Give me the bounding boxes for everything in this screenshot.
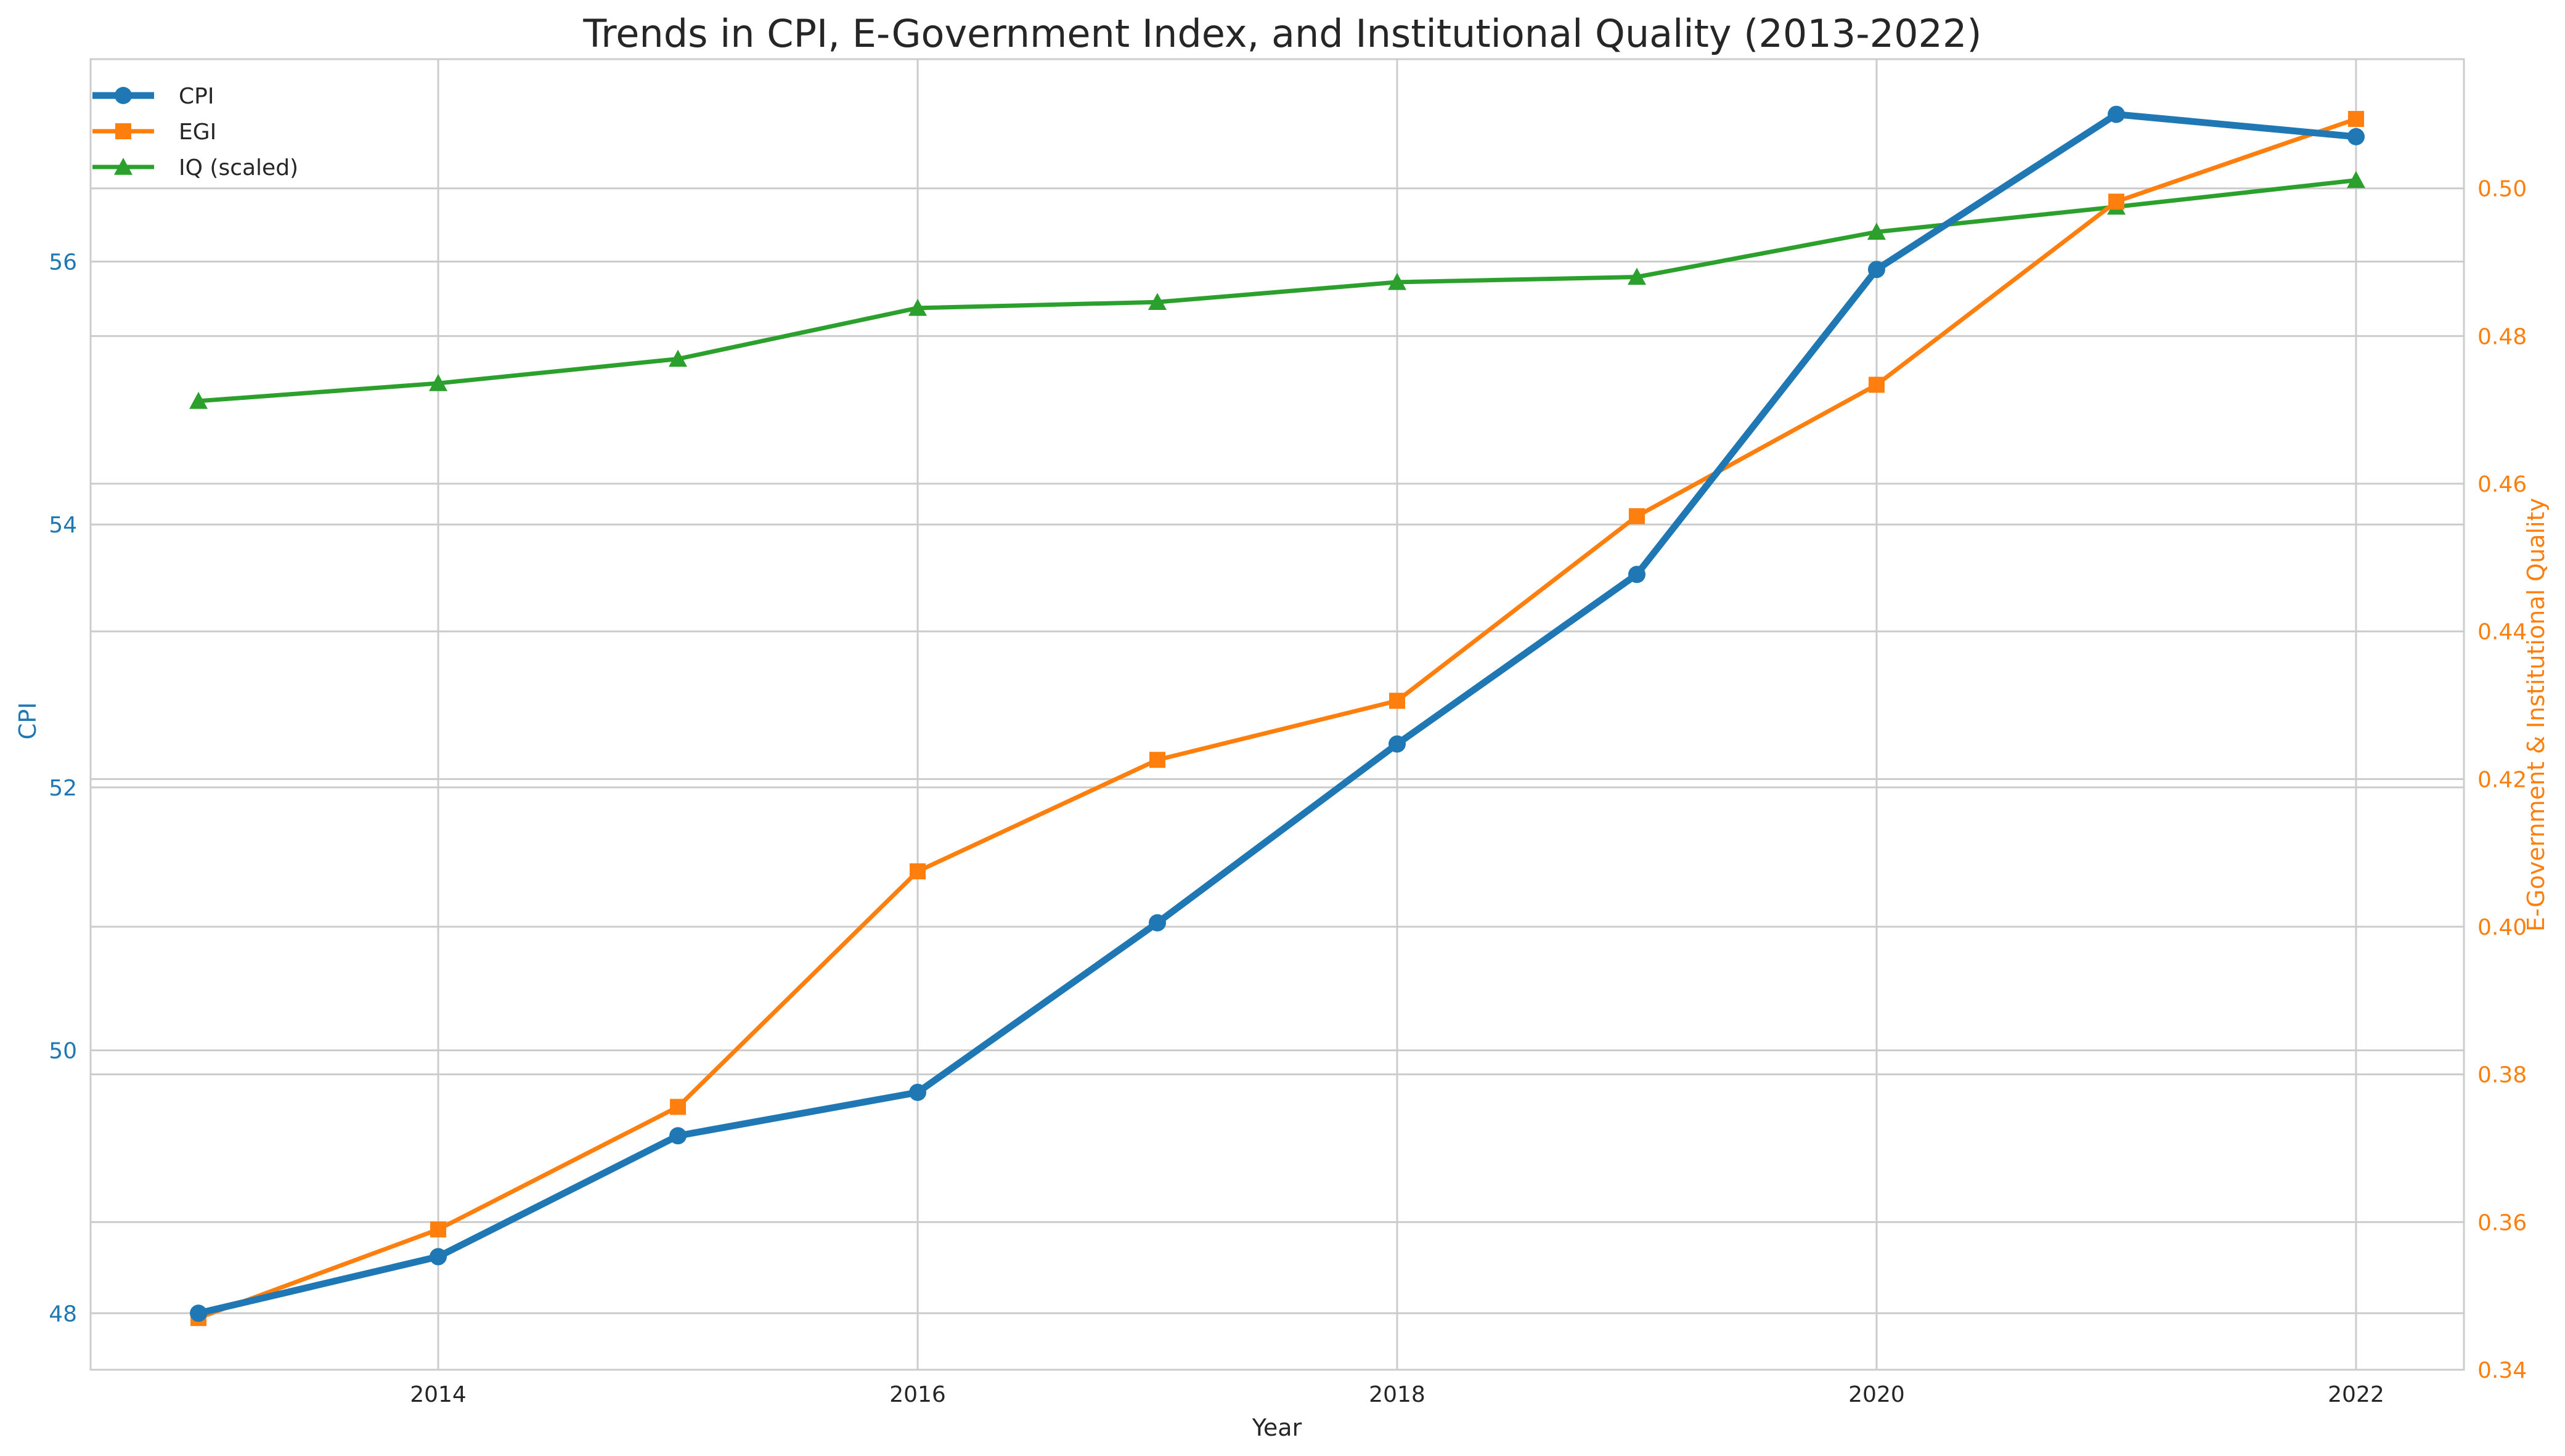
data-point-cpi xyxy=(909,1083,927,1101)
data-point-iq-scaled xyxy=(1148,293,1167,310)
right-y-tick-label: 0.40 xyxy=(2477,915,2527,940)
data-point-cpi xyxy=(190,1304,208,1322)
legend-item-cpi: CPI xyxy=(92,84,214,109)
left-y-tick-label: 56 xyxy=(49,250,77,275)
plot-area xyxy=(89,58,2465,1371)
legend-item-iq-scaled: IQ (scaled) xyxy=(92,155,298,181)
right-y-tick-label: 0.48 xyxy=(2477,324,2527,349)
x-tick-label: 2022 xyxy=(2328,1382,2384,1407)
chart-title: Trends in CPI, E-Government Index, and I… xyxy=(582,11,1981,56)
right-y-tick-label: 0.36 xyxy=(2477,1210,2527,1235)
data-point-iq-scaled xyxy=(429,374,448,391)
series-cpi xyxy=(190,105,2365,1322)
left-y-axis-ticks: 48 50 52 54 56 xyxy=(49,250,77,1327)
right-y-tick-label: 0.42 xyxy=(2477,767,2527,792)
legend-marker-egi xyxy=(115,123,131,139)
data-point-egi xyxy=(1868,376,1885,393)
data-point-cpi xyxy=(669,1127,687,1145)
grid-lines-right-axis xyxy=(91,187,2464,1371)
data-point-cpi xyxy=(2347,128,2365,145)
left-y-tick-label: 48 xyxy=(49,1301,77,1327)
x-tick-label: 2018 xyxy=(1369,1382,1425,1407)
data-point-egi xyxy=(1628,508,1645,524)
legend-label-egi: EGI xyxy=(179,120,216,145)
data-point-iq-scaled xyxy=(669,349,688,367)
x-axis-ticks: 2014 2016 2018 2020 2022 xyxy=(410,1382,2384,1407)
data-point-iq-scaled xyxy=(1387,272,1406,290)
data-point-cpi xyxy=(1867,261,1885,279)
right-y-axis-ticks: 0.34 0.36 0.38 0.40 0.42 0.44 0.46 0.48 0.50 xyxy=(2477,177,2527,1383)
data-point-iq-scaled xyxy=(908,298,928,316)
data-point-egi xyxy=(1389,693,1405,709)
data-point-cpi xyxy=(1388,735,1406,753)
series-layer xyxy=(189,105,2365,1327)
data-point-egi xyxy=(670,1099,687,1115)
data-point-egi xyxy=(430,1221,447,1238)
legend: CPI EGI IQ (scaled) xyxy=(92,84,298,181)
series-iq-scaled xyxy=(189,171,2365,409)
legend-marker-iq-scaled xyxy=(114,158,133,175)
data-point-cpi xyxy=(430,1248,447,1266)
data-point-cpi xyxy=(1149,914,1167,932)
left-y-axis-label: CPI xyxy=(14,702,41,740)
x-tick-label: 2020 xyxy=(1848,1382,1905,1407)
legend-label-iq-scaled: IQ (scaled) xyxy=(179,155,298,181)
data-point-iq-scaled xyxy=(189,391,208,409)
data-point-egi xyxy=(910,863,926,880)
data-point-iq-scaled xyxy=(1867,222,1886,240)
legend-item-egi: EGI xyxy=(92,120,216,145)
right-y-tick-label: 0.34 xyxy=(2477,1358,2527,1383)
x-tick-label: 2014 xyxy=(410,1382,467,1407)
series-egi xyxy=(190,111,2364,1327)
legend-marker-cpi xyxy=(115,87,132,104)
series-line-iq-scaled xyxy=(196,178,2359,404)
data-point-cpi xyxy=(1628,566,1645,584)
x-tick-label: 2016 xyxy=(889,1382,946,1407)
left-y-tick-label: 50 xyxy=(49,1039,77,1064)
data-point-egi xyxy=(2108,193,2124,210)
right-y-tick-label: 0.44 xyxy=(2477,620,2527,645)
left-y-tick-label: 52 xyxy=(49,776,77,801)
grid-lines-left-axis xyxy=(91,261,2464,1314)
data-point-egi xyxy=(2347,111,2364,128)
legend-label-cpi: CPI xyxy=(179,84,214,109)
data-point-cpi xyxy=(2107,105,2125,123)
series-line-egi xyxy=(196,116,2359,1320)
data-point-iq-scaled xyxy=(2346,171,2365,189)
right-y-axis-label: E-Government & Institutional Quality xyxy=(2522,498,2550,932)
left-y-tick-label: 54 xyxy=(49,513,77,538)
data-point-egi xyxy=(1149,752,1166,768)
right-y-tick-label: 0.38 xyxy=(2477,1063,2527,1088)
right-y-tick-label: 0.46 xyxy=(2477,472,2527,497)
x-axis-label: Year xyxy=(1252,1414,1302,1441)
series-line-cpi xyxy=(195,111,2360,1317)
data-point-iq-scaled xyxy=(1627,267,1646,285)
right-y-tick-label: 0.50 xyxy=(2477,177,2527,202)
